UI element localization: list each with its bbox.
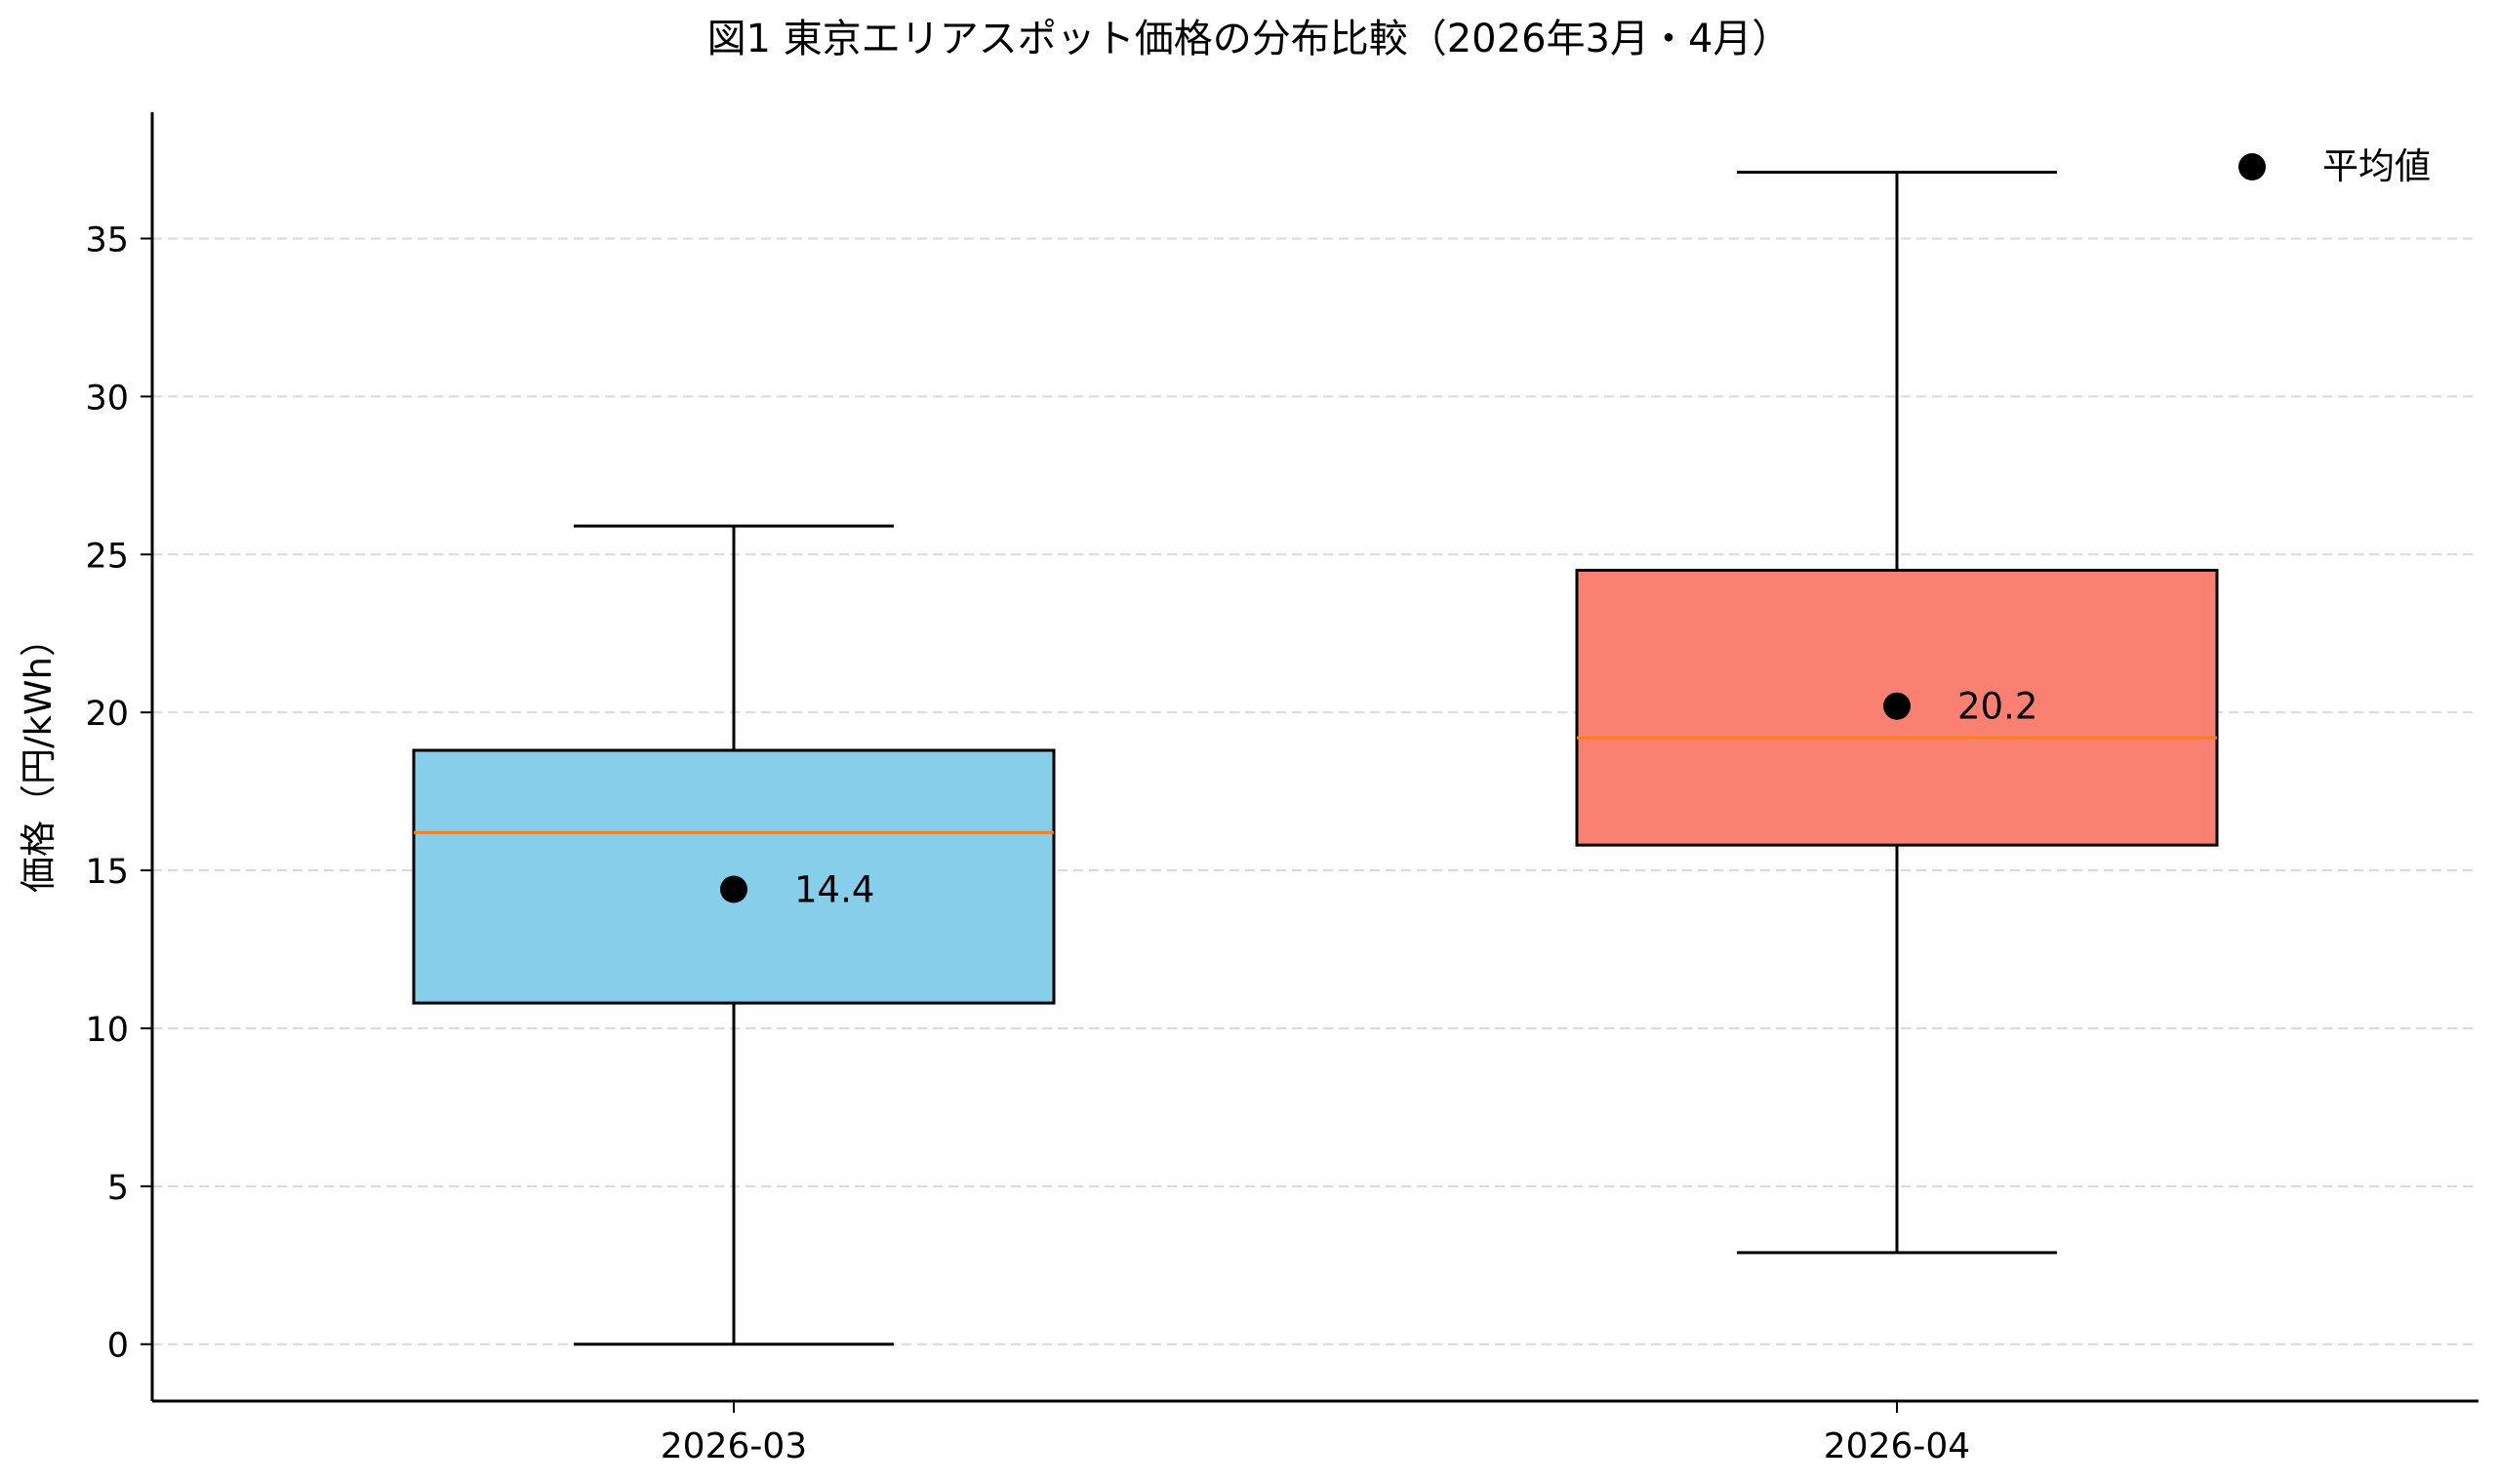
- y-tick-label: 25: [85, 537, 129, 576]
- box-group-2026-03: 14.4: [412, 524, 1056, 1346]
- legend: 平均値: [2238, 145, 2431, 187]
- chart-title: 図1 東京エリアスポット価格の分布比較（2026年3月・4月）: [706, 17, 1792, 61]
- y-tick-label: 5: [107, 1169, 129, 1208]
- y-tick-label: 35: [85, 221, 129, 261]
- legend-marker-mean: [2238, 153, 2266, 180]
- mean-label: 20.2: [1957, 686, 2037, 728]
- y-tick-label: 20: [85, 695, 129, 734]
- axes: 0 5 10 15 20 25 30 35 2026-03 2026-04 価格（円/kWh）: [18, 112, 2478, 1466]
- mean-marker: [720, 875, 747, 903]
- y-tick-label: 10: [85, 1011, 129, 1050]
- boxes: 14.4 20.2: [412, 171, 2219, 1346]
- box-group-2026-04: 20.2: [1575, 171, 2219, 1255]
- mean-marker: [1883, 692, 1911, 720]
- y-tick-label: 15: [85, 853, 129, 892]
- mean-label: 14.4: [794, 868, 874, 910]
- legend-label-mean: 平均値: [2322, 145, 2431, 187]
- y-tick-label: 0: [107, 1327, 129, 1366]
- x-tick-label: 2026-04: [1824, 1426, 1970, 1466]
- y-tick-label: 30: [85, 379, 129, 418]
- y-axis-label: 価格（円/kWh）: [18, 621, 60, 893]
- x-tick-label: 2026-03: [661, 1426, 807, 1466]
